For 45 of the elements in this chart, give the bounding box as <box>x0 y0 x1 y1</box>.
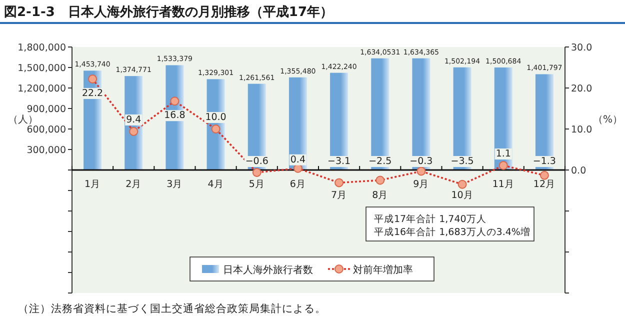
legend-label: 日本人海外旅行者数 <box>223 264 313 276</box>
data-label: −3.5 <box>450 156 474 167</box>
data-label: 16.8 <box>164 110 186 122</box>
x-tick-label: 1月 <box>84 179 101 190</box>
x-tick-label: 2月 <box>126 179 142 190</box>
bar <box>288 77 307 170</box>
y-tick-label: 1,200,000 <box>18 84 66 94</box>
y2-tick-label: 0.0 <box>571 166 586 176</box>
x-tick-label: 3月 <box>166 179 183 190</box>
data-label: −3.1 <box>328 156 351 167</box>
bar <box>371 58 390 170</box>
y-tick-label: 300,000 <box>26 145 66 156</box>
text: （注）法務省資料に基づく国土交通省総合政策局集計による。 <box>18 302 326 315</box>
data-label: 22.2 <box>82 88 104 99</box>
legend-label: 対前年増加率 <box>353 264 413 276</box>
x-tick-label: 9月 <box>413 179 430 190</box>
data-label: 9.4 <box>126 114 142 126</box>
y-tick-label: 1,800,000 <box>18 42 66 54</box>
x-tick-label: 12月 <box>533 179 556 190</box>
annotation: 平成16年合計 1,683万人の3.4%増 <box>374 226 530 238</box>
y-axis-title: （人） <box>8 114 38 126</box>
x-tick-label: 8月 <box>372 190 388 201</box>
x-tick-label: 7月 <box>331 190 348 201</box>
y2-axis-title: （%） <box>593 114 623 126</box>
data-label: −0.6 <box>245 156 268 167</box>
y2-tick-label: 30.0 <box>571 42 592 54</box>
x-tick-label: 10月 <box>451 190 474 201</box>
y-tick-label: 1,500,000 <box>18 63 66 74</box>
y-tick-label: 900,000 <box>26 104 66 115</box>
x-tick-label: 11月 <box>492 179 514 190</box>
data-label: 0.4 <box>290 154 306 166</box>
data-label: 10.0 <box>205 112 226 123</box>
chart-title: 図2-1-3 日本人海外旅行者数の月別推移（平成17年） <box>4 4 334 20</box>
bar <box>494 67 512 170</box>
annotation: 平成17年合計 1,740万人 <box>374 213 486 225</box>
x-tick-label: 4月 <box>208 179 224 190</box>
y2-tick-label: 20.0 <box>571 84 592 94</box>
x-tick-label: 5月 <box>248 179 265 190</box>
data-label: −2.5 <box>368 156 392 167</box>
data-label: 1.1 <box>496 148 511 160</box>
x-tick-label: 6月 <box>290 179 306 190</box>
y-tick-label: 600,000 <box>26 124 66 136</box>
y2-tick-label: 10.0 <box>571 124 592 136</box>
data-label: −1.3 <box>532 156 556 167</box>
data-label: −0.3 <box>410 156 433 167</box>
